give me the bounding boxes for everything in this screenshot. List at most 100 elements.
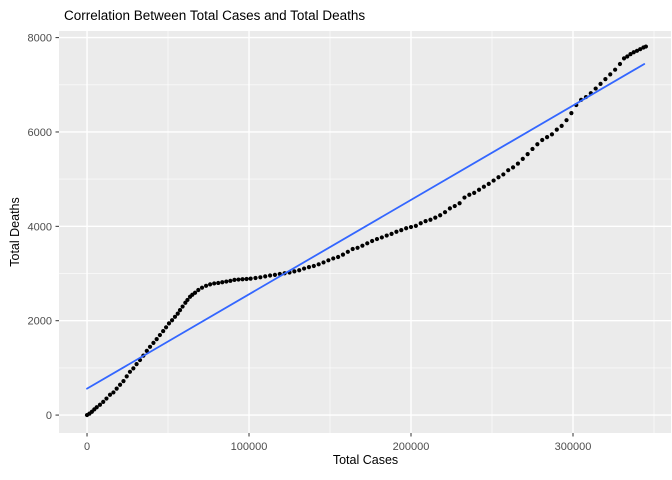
data-point xyxy=(486,181,491,186)
data-point xyxy=(228,278,233,283)
data-point xyxy=(408,224,414,230)
data-point xyxy=(185,297,190,303)
data-point xyxy=(428,217,433,222)
data-point xyxy=(236,277,241,282)
data-point xyxy=(593,86,598,91)
data-point xyxy=(263,274,268,279)
data-point xyxy=(510,165,516,170)
data-point xyxy=(617,61,623,67)
data-point xyxy=(520,156,525,161)
data-point xyxy=(365,241,370,246)
data-point xyxy=(598,81,603,86)
data-point xyxy=(554,127,559,132)
data-point xyxy=(345,249,350,254)
data-point xyxy=(379,235,384,240)
data-point xyxy=(248,276,253,281)
data-point xyxy=(643,44,648,49)
y-tick-label: 2000 xyxy=(28,316,52,328)
data-point xyxy=(244,276,249,282)
data-point xyxy=(506,168,511,173)
data-point xyxy=(413,223,418,228)
data-point xyxy=(97,402,103,407)
data-point xyxy=(175,311,180,316)
data-point xyxy=(240,277,245,282)
y-tick-label: 6000 xyxy=(28,127,52,139)
data-point xyxy=(311,263,316,269)
data-point xyxy=(491,178,496,183)
data-point xyxy=(306,265,312,270)
data-point xyxy=(326,258,331,263)
x-tick-label: 200000 xyxy=(393,441,430,453)
data-point xyxy=(452,203,457,209)
data-point xyxy=(467,192,472,197)
y-axis-title: Total Deaths xyxy=(8,197,22,267)
data-point xyxy=(370,238,375,244)
data-point xyxy=(127,369,133,374)
data-point xyxy=(157,332,163,338)
data-point xyxy=(399,228,404,233)
data-point xyxy=(535,142,540,147)
data-point xyxy=(613,67,618,72)
data-point xyxy=(107,392,113,397)
data-point xyxy=(177,307,183,313)
data-point xyxy=(631,50,636,55)
data-point xyxy=(111,390,116,395)
data-point xyxy=(472,190,477,195)
y-tick-label: 8000 xyxy=(28,33,52,45)
data-point xyxy=(418,221,423,226)
data-point xyxy=(457,201,462,206)
data-point xyxy=(104,396,109,401)
data-point xyxy=(625,54,630,59)
data-point xyxy=(131,366,136,371)
data-point xyxy=(117,382,123,387)
data-point xyxy=(384,233,389,238)
data-point xyxy=(331,256,336,261)
data-point xyxy=(258,275,263,280)
data-point xyxy=(603,77,608,82)
data-point xyxy=(172,314,178,319)
data-point xyxy=(272,272,278,277)
data-point xyxy=(321,260,326,265)
data-point xyxy=(124,374,129,379)
data-point xyxy=(208,282,213,287)
data-point xyxy=(350,246,355,252)
y-tick-label: 4000 xyxy=(28,221,52,233)
trend-line xyxy=(86,63,646,390)
data-point xyxy=(476,187,482,192)
data-point xyxy=(540,137,545,143)
data-point xyxy=(192,290,198,295)
data-point xyxy=(544,135,550,140)
data-point xyxy=(180,304,185,309)
data-point xyxy=(267,273,273,278)
x-tick-label: 100000 xyxy=(231,441,268,453)
data-point xyxy=(462,195,467,200)
data-point xyxy=(481,184,487,189)
data-point xyxy=(199,285,205,290)
data-point xyxy=(196,287,201,293)
data-point xyxy=(94,405,99,410)
data-point xyxy=(442,210,448,215)
data-point xyxy=(608,72,613,77)
data-point xyxy=(114,386,119,391)
x-axis-title: Total Cases xyxy=(332,453,399,467)
data-point xyxy=(433,215,438,220)
data-point xyxy=(423,219,428,224)
data-point xyxy=(628,52,633,57)
data-point xyxy=(166,321,172,326)
data-point xyxy=(634,48,640,53)
data-point xyxy=(216,280,221,286)
data-point xyxy=(220,280,225,285)
data-point xyxy=(501,172,506,177)
data-point xyxy=(638,47,643,52)
data-point xyxy=(389,231,394,236)
data-point xyxy=(212,281,217,286)
data-point xyxy=(169,318,175,323)
data-point xyxy=(301,266,307,271)
data-point xyxy=(438,213,443,218)
data-point xyxy=(360,243,365,248)
data-point xyxy=(253,275,258,281)
x-tick-label: 300000 xyxy=(555,441,592,453)
data-point xyxy=(336,254,341,260)
